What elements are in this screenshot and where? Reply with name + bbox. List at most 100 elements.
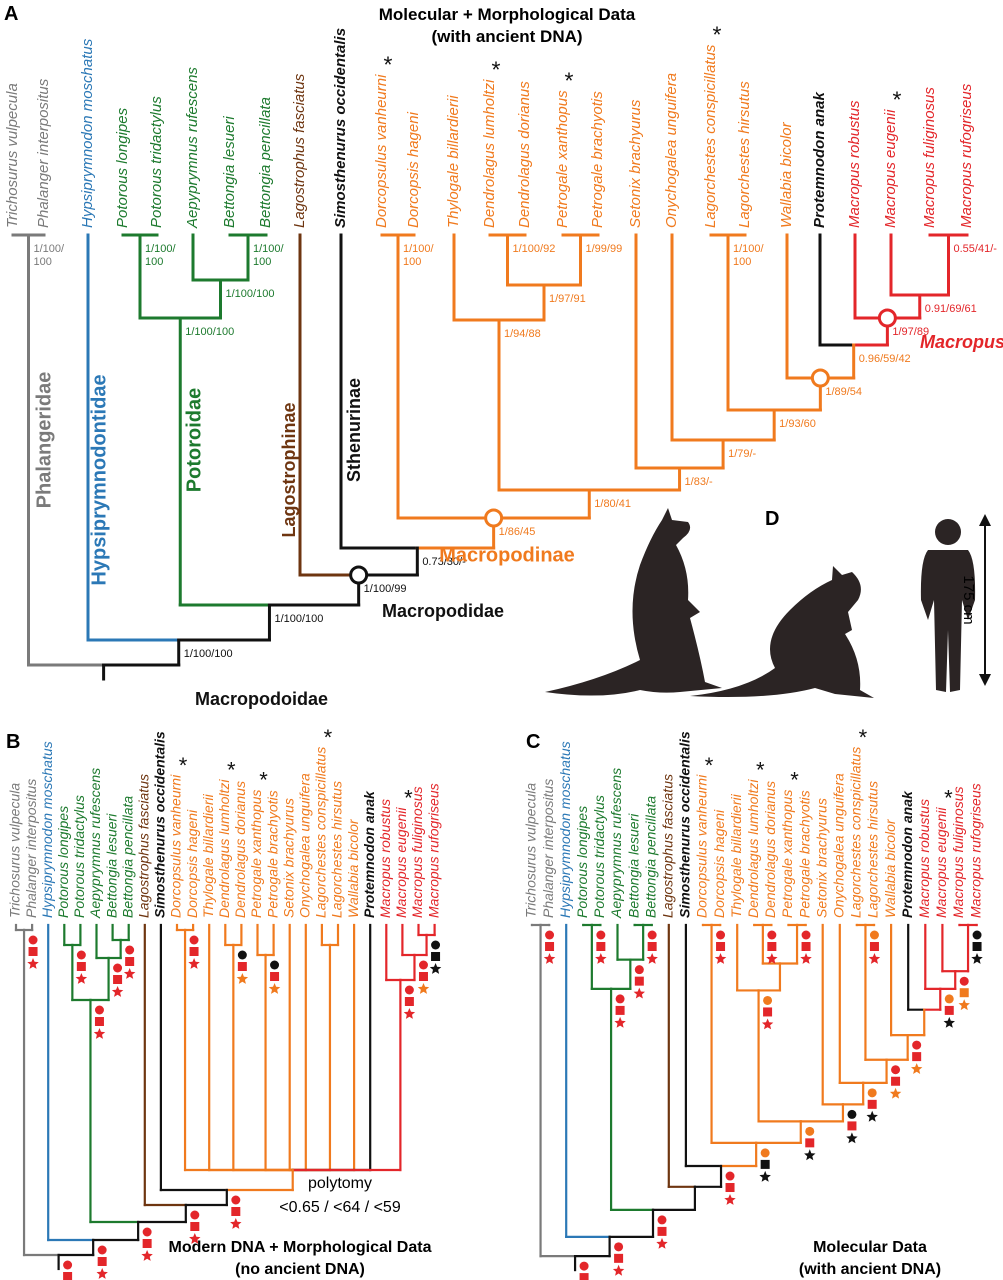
marker-square xyxy=(912,1052,922,1062)
taxon-label: Macropus rufogriseus xyxy=(425,783,441,918)
taxon-label: Lagorchestes conspicillatus xyxy=(313,747,329,918)
taxon-label: Potorous longipes xyxy=(114,107,131,228)
taxon-label: Petrogale xanthopus xyxy=(779,790,795,918)
marker-circle xyxy=(760,1148,770,1158)
taxon-label: Lagostrophus fasciatus xyxy=(136,774,152,918)
marker-square xyxy=(189,947,199,956)
taxon-label: Bettongia lesueri xyxy=(625,813,641,918)
asterisk: * xyxy=(179,753,188,778)
taxon-label: Wallabia bicolor xyxy=(778,121,795,228)
support-value: 0.96/59/42 xyxy=(859,353,911,365)
marker-square xyxy=(847,1121,857,1131)
taxon-label: Lagostrophus fasciatus xyxy=(291,73,308,228)
support-value: 0.73/30/- xyxy=(422,556,466,568)
taxon-label: Dendrolagus lumholtzi xyxy=(216,779,232,918)
marker-circle xyxy=(579,1261,589,1271)
marker-square xyxy=(404,997,414,1006)
panel-title: Molecular Data xyxy=(813,1239,927,1256)
marker-circle xyxy=(615,994,625,1004)
panel-title: Modern DNA + Morphological Data xyxy=(169,1239,432,1256)
taxon-label: Aepyprymnus rufescens xyxy=(87,768,103,919)
silhouette-human xyxy=(920,550,976,692)
marker-star xyxy=(889,1087,902,1099)
support-value: 1/100/100 xyxy=(226,288,275,300)
support-value: 1/89/54 xyxy=(825,386,862,398)
support-value: 1/100/ xyxy=(733,243,765,255)
marker-circle xyxy=(847,1109,857,1119)
asterisk: * xyxy=(259,768,268,793)
taxon-label: Petrogale brachyotis xyxy=(264,790,280,918)
marker-circle xyxy=(237,950,247,960)
marker-circle xyxy=(944,994,954,1004)
marker-square xyxy=(891,1076,901,1086)
marker-circle xyxy=(231,1195,241,1205)
clade-label: Sthenurinae xyxy=(344,378,364,482)
marker-square xyxy=(418,972,428,981)
marker-star xyxy=(971,953,983,964)
asterisk: * xyxy=(492,57,501,83)
clade-label: Macropodinae xyxy=(439,544,575,566)
support-value: 0.91/69/61 xyxy=(925,303,977,315)
marker-circle xyxy=(634,965,644,975)
taxon-label: Aepyprymnus rufescens xyxy=(608,768,624,919)
taxon-label: Setonix brachyurus xyxy=(280,798,296,918)
silhouette-human xyxy=(935,519,961,545)
marker-star xyxy=(543,953,556,964)
polytomy-values: <0.65 / <64 / <59 xyxy=(279,1199,401,1216)
taxon-label: Thylogale billardierii xyxy=(728,793,744,918)
node-circle xyxy=(877,308,897,328)
taxon-label: Macropus robustus xyxy=(916,799,932,918)
marker-circle xyxy=(94,1005,104,1015)
taxon-label: Macropus fuliginosus xyxy=(950,786,966,918)
support-value: 100 xyxy=(733,256,751,268)
taxon-label: Bettongia lesueri xyxy=(221,116,238,228)
support-value: 0.55/41/- xyxy=(954,243,998,255)
taxon-label: Phalanger interpositus xyxy=(35,78,52,228)
node-circle xyxy=(810,368,830,388)
marker-square xyxy=(270,972,280,981)
support-value: 1/80/41 xyxy=(594,498,631,510)
asterisk: * xyxy=(893,87,902,113)
taxon-label: Dorcopsulus vanheurni xyxy=(168,774,184,918)
taxon-label: Dendrolagus dorianus xyxy=(516,81,533,228)
support-value: 1/94/88 xyxy=(504,328,541,340)
marker-star xyxy=(868,953,881,964)
marker-square xyxy=(959,988,969,998)
marker-star xyxy=(911,1063,923,1074)
marker-square xyxy=(76,962,86,971)
marker-square xyxy=(113,975,123,984)
marker-star xyxy=(268,983,281,994)
marker-circle xyxy=(805,1126,815,1136)
taxon-label: Protemnodon anak xyxy=(361,790,377,918)
taxon-label: Dorcopsulus vanheurni xyxy=(373,74,390,228)
marker-square xyxy=(142,1239,152,1248)
marker-circle xyxy=(190,1210,200,1220)
taxon-label: Lagostrophus fasciatus xyxy=(660,774,676,918)
taxon-label: Simosthenurus occidentalis xyxy=(332,28,349,228)
taxon-label: Wallabia bicolor xyxy=(882,818,898,918)
silhouette-kangaroo xyxy=(545,508,722,696)
marker-square xyxy=(647,942,657,951)
polytomy-label: polytomy xyxy=(308,1175,372,1192)
marker-star xyxy=(429,963,442,974)
marker-circle xyxy=(418,960,428,970)
asterisk: * xyxy=(565,67,574,93)
taxon-label: Potorous tridactylus xyxy=(591,795,607,918)
taxon-label: Bettongia pencillata xyxy=(642,796,658,918)
taxon-label: Protemnodon anak xyxy=(899,790,915,918)
taxon-label: Lagorchestes hirsutus xyxy=(865,781,881,918)
marker-star xyxy=(403,1008,416,1019)
marker-circle xyxy=(596,930,606,940)
marker-star xyxy=(230,1218,242,1229)
marker-star xyxy=(656,1237,668,1249)
support-value: 1/86/45 xyxy=(499,526,536,538)
node-circle xyxy=(349,565,369,585)
support-value: 1/100/ xyxy=(253,243,285,255)
support-value: 1/93/60 xyxy=(779,418,816,430)
clade-label: Lagostrophinae xyxy=(279,402,299,537)
taxon-label: Thylogale billardierii xyxy=(200,793,216,918)
panel-subtitle: (with ancient DNA) xyxy=(431,27,582,46)
marker-circle xyxy=(431,940,441,950)
taxon-label: Dorcopsis hageni xyxy=(405,111,422,228)
marker-square xyxy=(767,942,777,951)
